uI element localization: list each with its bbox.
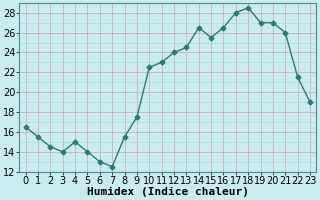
X-axis label: Humidex (Indice chaleur): Humidex (Indice chaleur) (87, 187, 249, 197)
